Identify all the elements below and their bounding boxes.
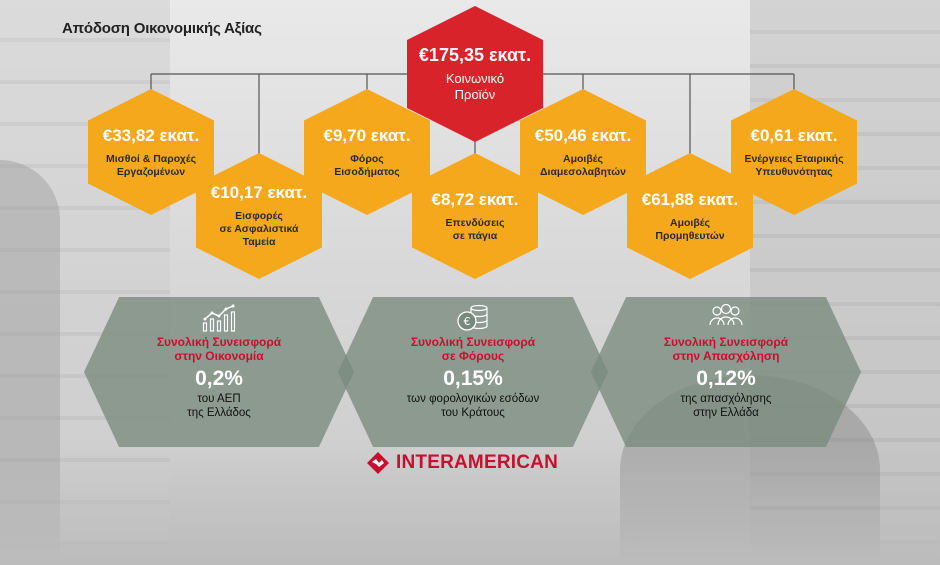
- center-amount: €175,35 εκατ.: [418, 45, 532, 65]
- contribution-description-line1: των φορολογικών εσόδων: [406, 393, 540, 405]
- hexagon-label-line3: Ταμεία: [242, 236, 276, 248]
- page-title: Απόδοση Οικονομικής Αξίας: [62, 20, 262, 37]
- hexagon-fixed-asset-investments: €8,72 εκατ. Επενδύσεις σε πάγια: [412, 153, 538, 279]
- hexagon-amount: €8,72 εκατ.: [431, 189, 519, 209]
- hexagon-income-tax: €9,70 εκατ. Φόρος Εισοδήματος: [304, 89, 430, 215]
- hexagon-amount: €10,17 εκατ.: [210, 183, 308, 202]
- contribution-percentage: 0,15%: [443, 367, 503, 390]
- hexagon-label-line2: Διαμεσολαβητών: [539, 165, 626, 178]
- contribution-heading-line1: Συνολική Συνεισφορά: [156, 335, 282, 349]
- hexagon-label-line1: Φόρος: [350, 152, 384, 165]
- interamerican-logo-icon: [367, 452, 389, 474]
- contribution-percentage: 0,12%: [696, 367, 756, 390]
- hexagon-insurance-contributions: €10,17 εκατ. Εισφορές σε Ασφαλιστικά Ταμ…: [196, 153, 322, 279]
- bar-chart-icon: [202, 304, 236, 332]
- hexagon-amount: €9,70 εκατ.: [323, 125, 411, 145]
- hexagon-label-line2: Εισοδήματος: [334, 165, 400, 178]
- center-label-line1: Κοινωνικό: [445, 71, 505, 86]
- contribution-employment: Συνολική Συνεισφορά στην Απασχόληση 0,12…: [591, 297, 861, 447]
- hexagon-label-line2: Προμηθευτών: [655, 229, 725, 242]
- hexagon-label-line1: Εισφορές: [235, 210, 283, 222]
- hexagon-label-line2: Υπευθυνότητας: [755, 165, 833, 178]
- contribution-heading-line2: στην Οικονομία: [174, 349, 264, 363]
- contribution-description-line2: στην Ελλάδα: [693, 407, 759, 419]
- contribution-taxes: € Συνολική Συνεισφορά σε Φόρους 0,15% τω…: [338, 297, 608, 447]
- contribution-description-line2: της Ελλάδος: [187, 407, 251, 419]
- contribution-percentage: 0,2%: [195, 367, 243, 390]
- background-ground: [0, 445, 940, 565]
- euro-coins-icon: €: [457, 304, 488, 331]
- hexagon-label-line1: Ενέργειες Εταιρικής: [744, 152, 844, 165]
- center-label-line2: Προϊόν: [454, 87, 496, 102]
- contribution-heading-line2: στην Απασχόληση: [672, 349, 780, 363]
- hexagon-amount: €0,61 εκατ.: [750, 125, 838, 145]
- hexagon-employee-wages: €33,82 εκατ. Μισθοί & Παροχές Εργαζομένω…: [88, 89, 214, 215]
- contribution-heading-line1: Συνολική Συνεισφορά: [663, 335, 789, 349]
- hexagon-label-line2: Εργαζομένων: [116, 165, 186, 178]
- hexagon-label-line1: Επενδύσεις: [445, 216, 505, 229]
- contribution-description-line2: του Κράτους: [441, 407, 505, 419]
- hexagon-csr-actions: €0,61 εκατ. Ενέργειες Εταιρικής Υπευθυνό…: [731, 89, 857, 215]
- hexagon-amount: €50,46 εκατ.: [534, 125, 632, 145]
- hexagon-label-line1: Αμοιβές: [563, 152, 603, 165]
- brand-name: INTERAMERICAN: [396, 452, 558, 473]
- hexagon-label-line2: σε πάγια: [452, 229, 498, 242]
- contribution-description-line1: της απασχόλησης: [680, 393, 772, 405]
- hexagon-intermediary-fees: €50,46 εκατ. Αμοιβές Διαμεσολαβητών: [520, 89, 646, 215]
- hexagon-amount: €33,82 εκατ.: [102, 125, 200, 145]
- contribution-description-line1: του ΑΕΠ: [197, 393, 241, 405]
- hexagon-label-line1: Αμοιβές: [670, 216, 710, 229]
- hexagon-label-line2: σε Ασφαλιστικά: [219, 223, 299, 235]
- brand-logo: INTERAMERICAN: [366, 451, 558, 475]
- contribution-economy: Συνολική Συνεισφορά στην Οικονομία 0,2% …: [84, 297, 354, 447]
- people-group-icon: [709, 303, 743, 326]
- hexagon-amount: €61,88 εκατ.: [641, 189, 739, 209]
- contribution-heading-line1: Συνολική Συνεισφορά: [410, 335, 536, 349]
- contribution-heading-line2: σε Φόρους: [441, 349, 505, 363]
- svg-text:€: €: [464, 315, 471, 328]
- hexagon-label-line1: Μισθοί & Παροχές: [105, 152, 197, 165]
